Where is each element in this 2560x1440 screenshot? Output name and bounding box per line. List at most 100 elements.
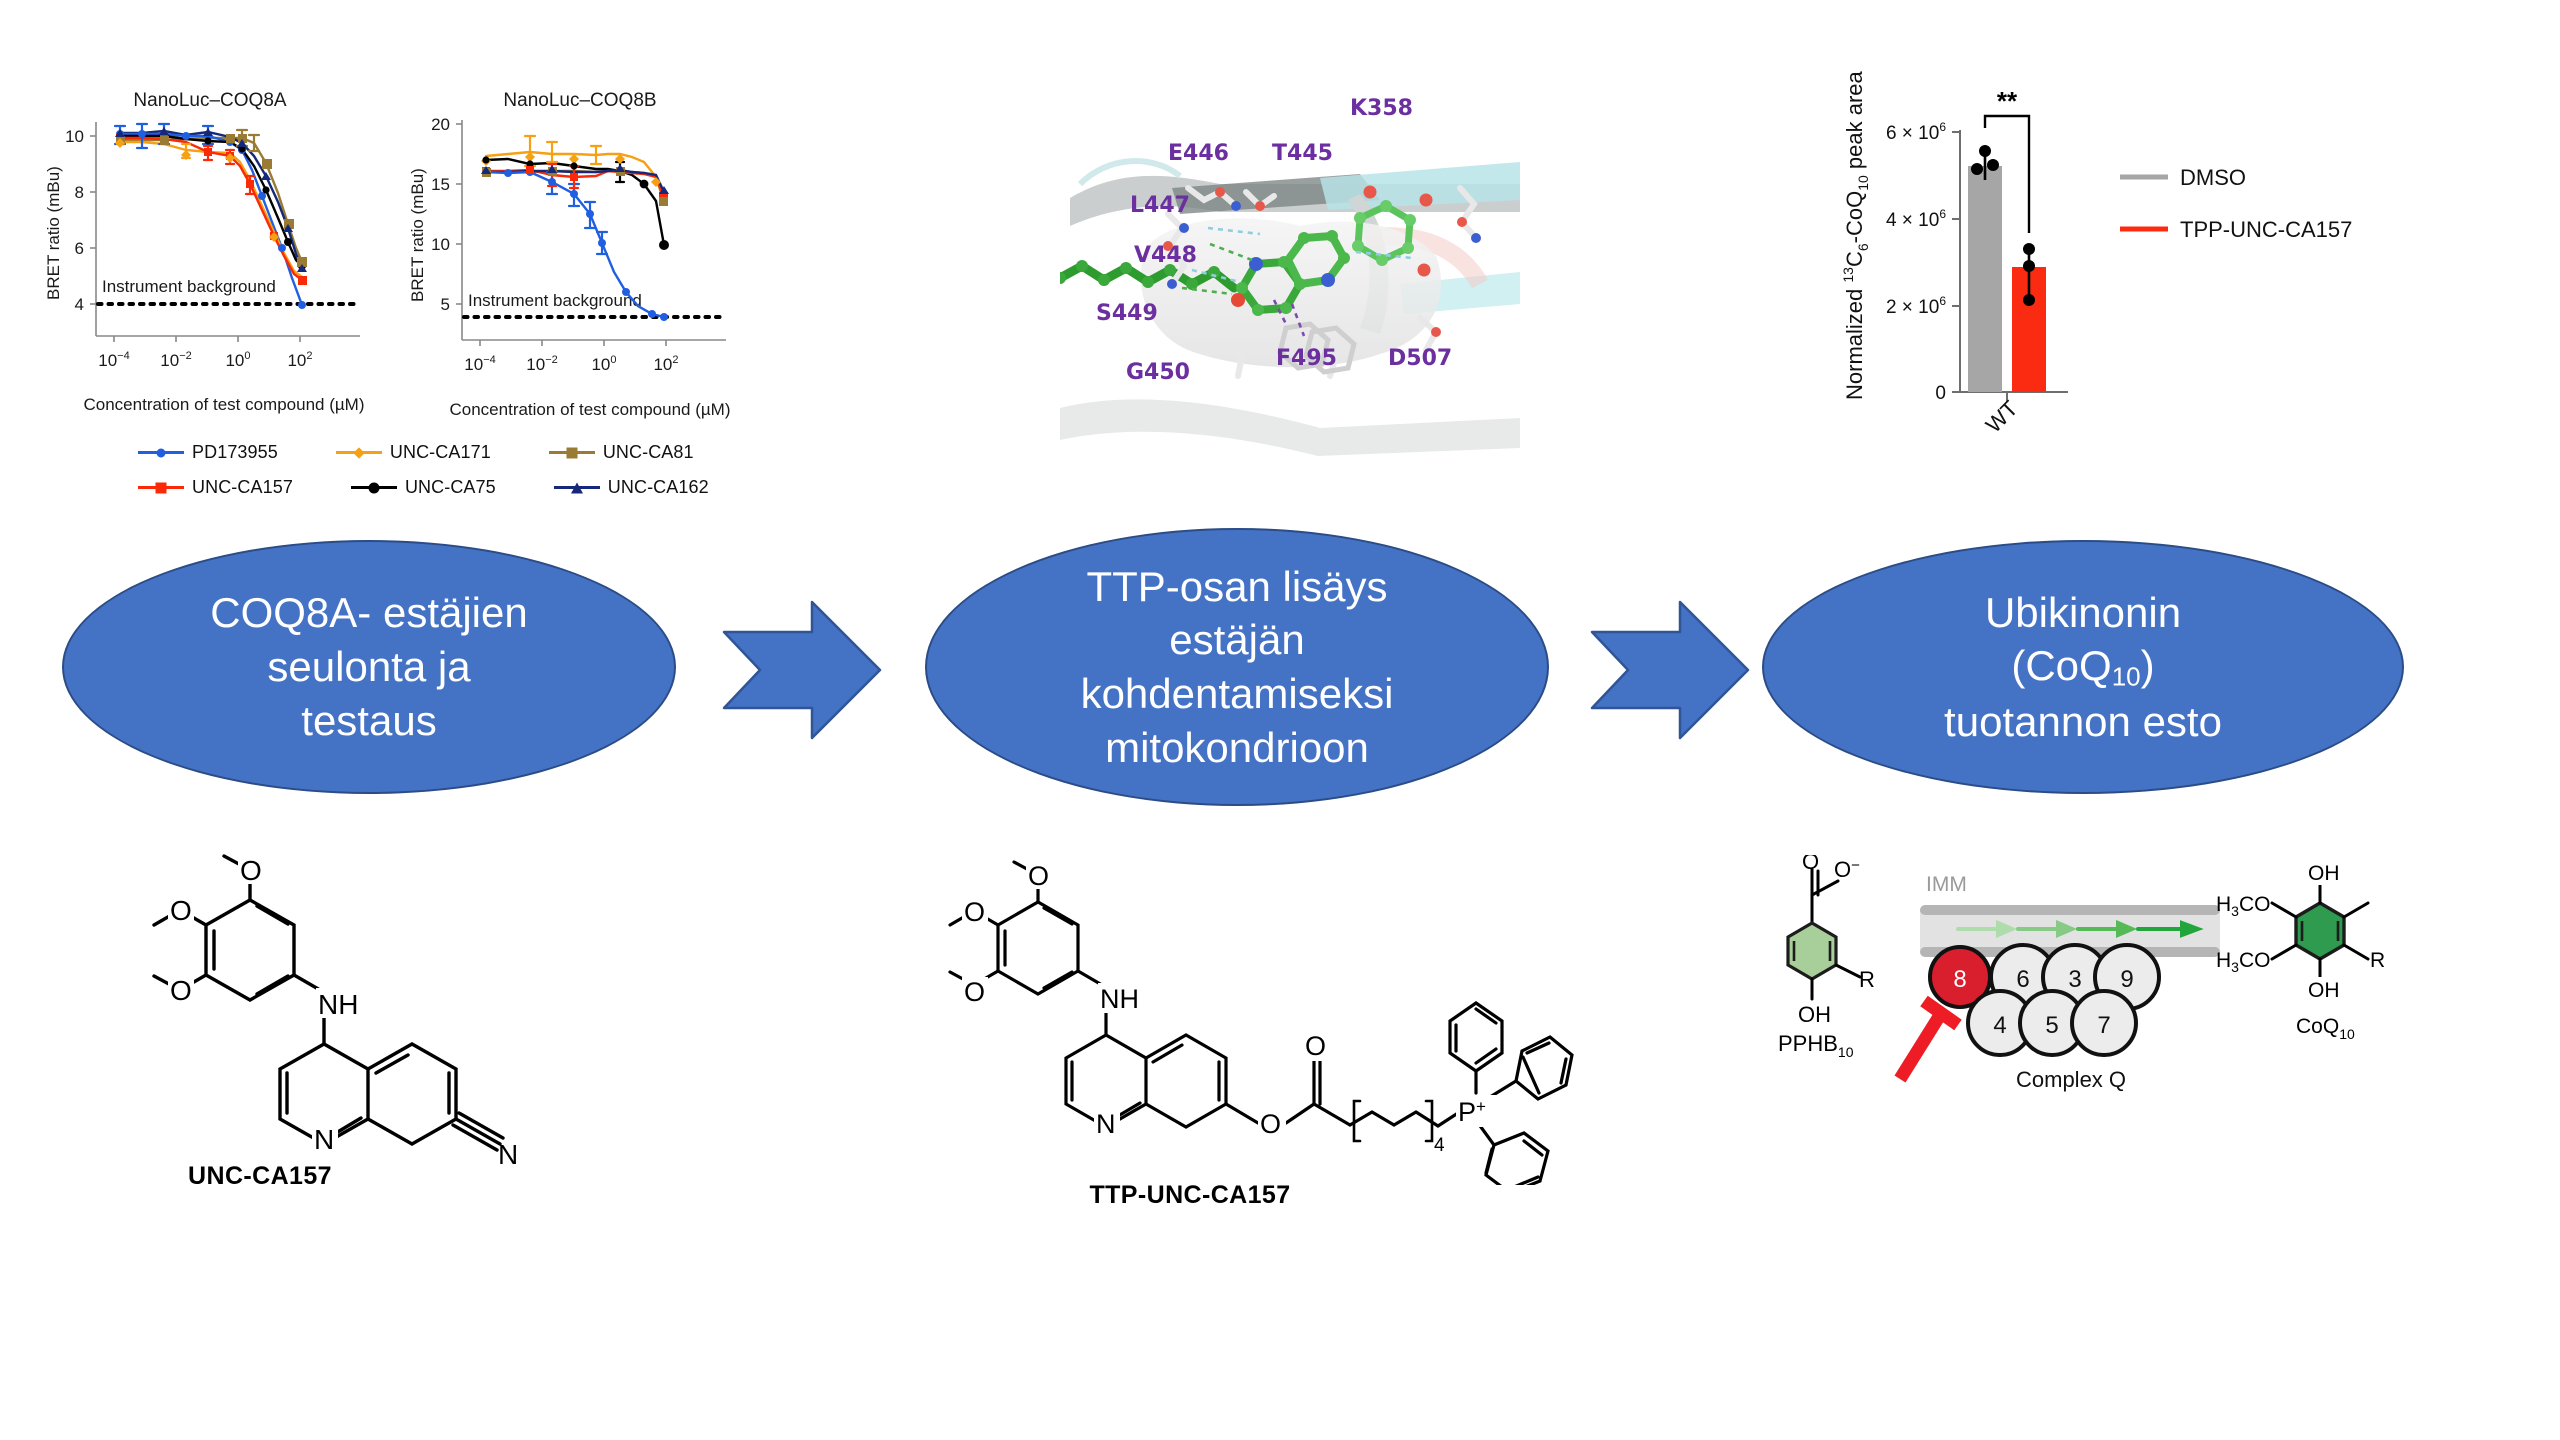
flow-oval-2[interactable]: TTP-osan lisäys estäjän kohdentamiseksi … xyxy=(925,528,1549,806)
svg-text:9: 9 xyxy=(2120,966,2133,993)
flow-arrow-2 xyxy=(1590,600,1750,740)
svg-text:Instrument background: Instrument background xyxy=(102,277,276,296)
bar-ylabel: Normalized 13C6-CoQ10 peak area xyxy=(1840,70,1871,400)
flow-oval-2-line-2: estäjän xyxy=(1169,616,1305,664)
svg-text:O: O xyxy=(1028,861,1049,891)
svg-text:102: 102 xyxy=(287,350,312,370)
legend-label: UNC-CA75 xyxy=(404,477,496,497)
significance-marker: ** xyxy=(1997,86,2018,116)
svg-text:7: 7 xyxy=(2097,1012,2110,1039)
imm-label: IMM xyxy=(1926,873,1967,896)
svg-text:0: 0 xyxy=(1935,383,1946,404)
svg-text:10−4: 10−4 xyxy=(464,354,495,374)
flow-oval-3-line-2: (CoQ10) xyxy=(2011,642,2155,693)
legend-item-unc-ca162[interactable]: UNC-CA162 xyxy=(553,477,709,498)
svg-text:DMSO: DMSO xyxy=(2180,165,2246,190)
compound-ttp-unc-ca157: O O O NH N O O P+ 4 TTP-UNC-CA157 xyxy=(910,845,1590,1225)
panel-b-title: NanoLuc–COQ8B xyxy=(503,90,657,111)
legend-row-1: PD173955 UNC-CA171 UNC-CA81 xyxy=(138,442,743,463)
panel-a-ylabel: BRET ratio (mBu) xyxy=(44,166,63,300)
flow-oval-3-line-3: tuotannon esto xyxy=(1944,697,2222,745)
svg-text:10−2: 10−2 xyxy=(526,354,557,374)
legend-row-2: UNC-CA157 UNC-CA75 UNC-CA162 xyxy=(138,477,743,498)
flow-oval-1-line-2: seulonta ja xyxy=(267,643,471,691)
svg-text:NH: NH xyxy=(318,989,358,1020)
svg-text:Instrument background: Instrument background xyxy=(468,291,642,310)
panel-b-plot: 20 15 10 5 10−4 10−2 100 102 Instrument ba… xyxy=(431,115,728,374)
svg-text:O: O xyxy=(170,895,192,926)
svg-text:5: 5 xyxy=(441,295,450,314)
svg-text:4: 4 xyxy=(1993,1012,2006,1039)
svg-text:OH: OH xyxy=(1798,1002,1831,1027)
svg-text:3: 3 xyxy=(2068,966,2081,993)
svg-text:5: 5 xyxy=(2045,1012,2058,1039)
svg-text:6 × 106: 6 × 106 xyxy=(1886,120,1946,144)
complex-q-label: Complex Q xyxy=(2016,1067,2126,1092)
flow-oval-3[interactable]: Ubikinonin (CoQ10) tuotannon esto xyxy=(1762,540,2404,794)
svg-text:100: 100 xyxy=(225,350,250,370)
protein-structure-panel: K358 E446 T445 L447 V448 S449 G450 F495 … xyxy=(1060,88,1520,468)
legend-marker-circle xyxy=(368,482,380,493)
residue-label-d507: D507 xyxy=(1388,346,1453,371)
svg-text:2 × 106: 2 × 106 xyxy=(1886,294,1946,318)
panel-b-ylabel: BRET ratio (mBu) xyxy=(408,168,427,302)
coq10-structure: OH OH H3CO H3CO R CoQ10 xyxy=(2216,861,2385,1042)
panel-a-title: NanoLuc–COQ8A xyxy=(133,90,287,111)
svg-text:N: N xyxy=(498,1139,518,1170)
residue-label-f495: F495 xyxy=(1276,346,1337,371)
svg-text:R: R xyxy=(2370,949,2385,972)
svg-text:10−2: 10−2 xyxy=(160,350,191,370)
flow-oval-1[interactable]: COQ8A- estäjien seulonta ja testaus xyxy=(62,540,676,794)
bar-legend: DMSO TPP-UNC-CA157 xyxy=(2120,165,2352,242)
flow-oval-2-line-1: TTP-osan lisäys xyxy=(1086,562,1388,610)
legend-item-unc-ca171[interactable]: UNC-CA171 xyxy=(335,442,491,463)
svg-text:8: 8 xyxy=(1953,966,1966,993)
flow-oval-1-line-1: COQ8A- estäjien xyxy=(210,589,528,637)
bret-legend: PD173955 UNC-CA171 UNC-CA81 UNC-CA157 UN… xyxy=(138,442,743,498)
svg-text:PPHB10: PPHB10 xyxy=(1778,1031,1854,1060)
panel-b-xlabel: Concentration of test compound (µM) xyxy=(449,400,731,419)
panel-a-plot: 10 8 6 4 10−4 10−2 100 102 Instrument back… xyxy=(65,122,362,370)
svg-text:10: 10 xyxy=(65,127,84,146)
legend-item-unc-ca157[interactable]: UNC-CA157 xyxy=(138,477,293,498)
residue-label-e446: E446 xyxy=(1168,141,1229,166)
legend-item-unc-ca75[interactable]: UNC-CA75 xyxy=(350,477,496,498)
legend-marker-diamond xyxy=(353,446,365,459)
svg-text:4: 4 xyxy=(75,295,84,314)
residue-label-k358: K358 xyxy=(1350,96,1413,121)
legend-label: UNC-CA81 xyxy=(602,442,694,462)
svg-text:TPP-UNC-CA157: TPP-UNC-CA157 xyxy=(2180,217,2352,242)
flow-oval-2-line-3: kohdentamiseksi xyxy=(1080,670,1394,717)
svg-text:20: 20 xyxy=(431,115,450,134)
residue-label-g450: G450 xyxy=(1126,360,1190,385)
svg-text:H3CO: H3CO xyxy=(2216,949,2270,975)
svg-text:N: N xyxy=(314,1124,334,1155)
legend-item-pd173955[interactable]: PD173955 xyxy=(138,442,278,463)
complex-q-subunits: 8 6 3 9 4 5 7 xyxy=(1928,943,2161,1057)
bar-dmso xyxy=(1968,166,2002,392)
legend-marker-square xyxy=(155,482,167,493)
svg-text:102: 102 xyxy=(653,354,678,374)
flow-oval-1-line-3: testaus xyxy=(301,696,437,744)
svg-text:O: O xyxy=(170,975,192,1006)
legend-item-unc-ca81[interactable]: UNC-CA81 xyxy=(548,442,694,463)
pathway-panel: O O− R OH PPHB10 IMM xyxy=(1760,855,2480,1155)
svg-text:100: 100 xyxy=(591,354,616,374)
flow-oval-2-line-4: mitokondrioon xyxy=(1105,723,1369,771)
svg-text:6: 6 xyxy=(2016,966,2029,993)
residue-label-t445: T445 xyxy=(1272,141,1333,166)
svg-text:8: 8 xyxy=(75,183,84,202)
svg-text:O: O xyxy=(1305,1031,1326,1061)
svg-text:6: 6 xyxy=(75,239,84,258)
svg-text:10−4: 10−4 xyxy=(98,350,129,370)
svg-text:OH: OH xyxy=(2308,862,2340,885)
flow-oval-3-line-1: Ubikinonin xyxy=(1984,588,2182,636)
compound-label-ttp-unc-ca157: TTP-UNC-CA157 xyxy=(1089,1181,1291,1209)
svg-text:O: O xyxy=(964,977,985,1007)
bar-xtick-wt: WT xyxy=(1981,396,2023,438)
pphb10-structure: O O− R OH PPHB10 xyxy=(1778,855,1875,1060)
svg-text:R: R xyxy=(1859,967,1875,992)
compound-unc-ca157: O O O NH N N UNC-CA157 xyxy=(110,830,530,1210)
pathway-diagram: O O− R OH PPHB10 IMM xyxy=(1778,855,2385,1092)
flow-arrow-1 xyxy=(722,600,882,740)
